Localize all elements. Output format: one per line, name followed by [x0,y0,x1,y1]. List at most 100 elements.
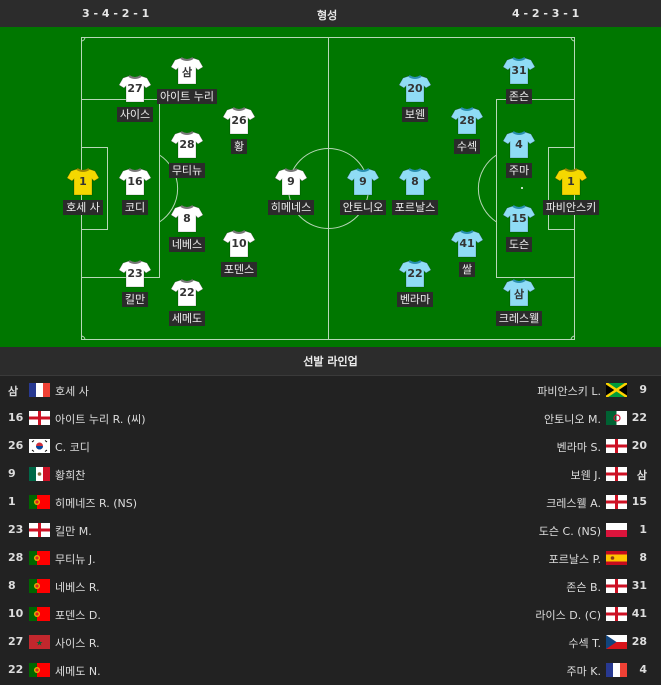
away-player-link[interactable]: 파비안스키 L. [537,385,601,398]
home-player-link[interactable]: 킬만 M. [55,525,92,538]
shirt-icon: 10 [223,230,255,258]
home-player-link[interactable]: 아이트 누리 R. (씨) [55,413,146,426]
shirt-icon: 1 [555,168,587,196]
away-player-link[interactable]: 수섹 T. [568,637,601,650]
shirt-icon: 28 [451,107,483,135]
away-player[interactable]: 15 도슨 [479,205,559,252]
away-player[interactable]: 20 보웬 [375,75,455,122]
player-number: 22 [407,267,423,280]
home-player-number: 1 [8,495,16,508]
player-name: 네베스 [168,237,206,252]
svg-text:★: ★ [36,639,43,648]
shirt-icon: 28 [171,131,203,159]
home-player-link[interactable]: 세메도 N. [55,665,101,678]
away-player[interactable]: 삼 크레스웰 [479,279,559,326]
spain-flag-icon [606,551,627,565]
player-name: 사이스 [116,107,154,122]
home-player[interactable]: 1 호세 사 [43,168,123,215]
player-name: 파비안스키 [542,200,600,215]
player-number: 20 [407,82,423,95]
player-number: 삼 [513,288,525,301]
england-flag-icon [29,523,50,537]
away-player-link[interactable]: 주마 K. [566,665,601,678]
lineup-header: 선발 라인업 [0,347,661,376]
away-player-link[interactable]: 포르날스 P. [548,553,601,566]
away-player[interactable]: 28 수섹 [427,107,507,154]
portugal-flag-icon [29,663,50,677]
away-player[interactable]: 22 벤라마 [375,260,455,307]
player-number: 9 [359,175,367,188]
away-player-link[interactable]: 안토니오 M. [544,413,601,426]
lineup-row: 23 킬만 M. 도슨 C. (NS) 1 [0,516,661,544]
home-player[interactable]: 27 사이스 [95,75,175,122]
formation-header: 3 - 4 - 2 - 1 형성 4 - 2 - 3 - 1 [0,0,661,27]
home-player-link[interactable]: 사이스 R. [55,637,100,650]
away-player[interactable]: 8 포르날스 [375,168,455,215]
player-number: 8 [411,175,419,188]
home-player[interactable]: 28 무티뉴 [147,131,227,178]
home-player-link[interactable]: 포덴스 D. [55,609,101,622]
player-number: 27 [127,82,143,95]
away-player-number: 8 [639,551,647,564]
home-player-number: 27 [8,635,24,648]
england-flag-icon [606,439,627,453]
shirt-icon: 9 [275,168,307,196]
away-player-link[interactable]: 라이스 D. (C) [535,609,601,622]
home-player[interactable]: 8 네베스 [147,205,227,252]
player-name: 수섹 [453,139,481,154]
shirt-icon: 8 [399,168,431,196]
player-name: 코디 [121,200,149,215]
home-player-link[interactable]: 무티뉴 J. [55,553,96,566]
home-player[interactable]: 9 히메네스 [251,168,331,215]
home-player-link[interactable]: 네베스 R. [55,581,100,594]
portugal-flag-icon [29,607,50,621]
player-number: 28 [179,138,195,151]
lineup-row: 10 포덴스 D. 라이스 D. (C) 41 [0,600,661,628]
home-player-link[interactable]: 히메네즈 R. (NS) [55,497,138,510]
lineup-row: 1 히메네즈 R. (NS) 크레스웰 A. 15 [0,488,661,516]
shirt-icon: 1 [67,168,99,196]
away-player[interactable]: 31 존슨 [479,57,559,104]
home-player-number: 22 [8,663,24,676]
home-player-link[interactable]: 황희찬 [55,469,86,482]
away-player-link[interactable]: 보웬 J. [570,469,601,482]
shirt-icon: 삼 [171,57,203,85]
home-player-link[interactable]: 호세 사 [55,385,89,398]
away-player-number: 41 [631,607,647,620]
home-player[interactable]: 16 코디 [95,168,175,215]
player-name: 황 [230,139,248,154]
lineup-row: 22 세메도 N. 주마 K. 4 [0,656,661,684]
pitch: 1 호세 사 27 사이스 삼 아이트 누리 26 황 28 무티뉴 16 코디 8 네베스 10 포덴스 23… [0,27,661,347]
away-player-link[interactable]: 벤라마 S. [556,441,601,454]
player-number: 41 [459,237,475,250]
england-flag-icon [606,467,627,481]
player-number: 31 [511,64,527,77]
lineup-row: 26 C. 코디 벤라마 S. 20 [0,432,661,460]
home-player[interactable]: 22 세메도 [147,279,227,326]
away-player[interactable]: 4 주마 [479,131,559,178]
away-player-number: 9 [639,383,647,396]
away-player-link[interactable]: 크레스웰 A. [546,497,601,510]
player-name: 보웬 [401,107,429,122]
away-player[interactable]: 41 쌀 [427,230,507,277]
home-player[interactable]: 26 황 [199,107,279,154]
away-player-link[interactable]: 존슨 B. [566,581,601,594]
south-korea-flag-icon [29,439,50,453]
player-number: 1 [79,175,87,188]
england-flag-icon [29,411,50,425]
home-player-link[interactable]: C. 코디 [55,441,90,454]
away-formation: 4 - 2 - 3 - 1 [512,7,580,20]
away-player[interactable]: 1 파비안스키 [531,168,611,215]
lineup-list: 삼 호세 사 파비안스키 L. 9 16 아이트 누리 R. (씨) 안토니오 M. 22 26… [0,376,661,684]
player-name: 킬만 [121,292,149,307]
home-player[interactable]: 삼 아이트 누리 [147,57,227,104]
home-player[interactable]: 23 킬만 [95,260,175,307]
player-name: 안토니오 [339,200,387,215]
player-name: 쌀 [458,262,476,277]
home-player[interactable]: 10 포덴스 [199,230,279,277]
away-player-link[interactable]: 도슨 C. (NS) [538,525,601,538]
lineup-row: 28 무티뉴 J. 포르날스 P. 8 [0,544,661,572]
away-player[interactable]: 9 안토니오 [323,168,403,215]
mexico-flag-icon [29,467,50,481]
home-player-number: 9 [8,467,16,480]
